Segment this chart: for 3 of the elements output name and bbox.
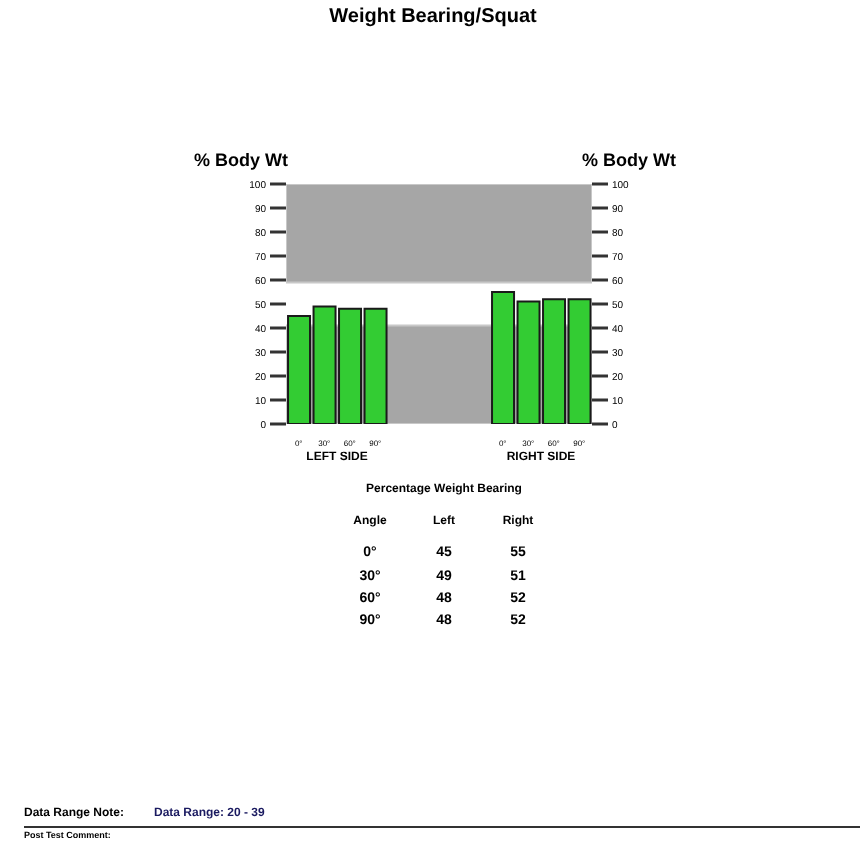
- y2-axis-title: % Body Wt: [582, 150, 676, 170]
- y-axis-title: % Body Wt: [194, 150, 288, 170]
- chart-title: Weight Bearing/Squat: [327, 6, 539, 28]
